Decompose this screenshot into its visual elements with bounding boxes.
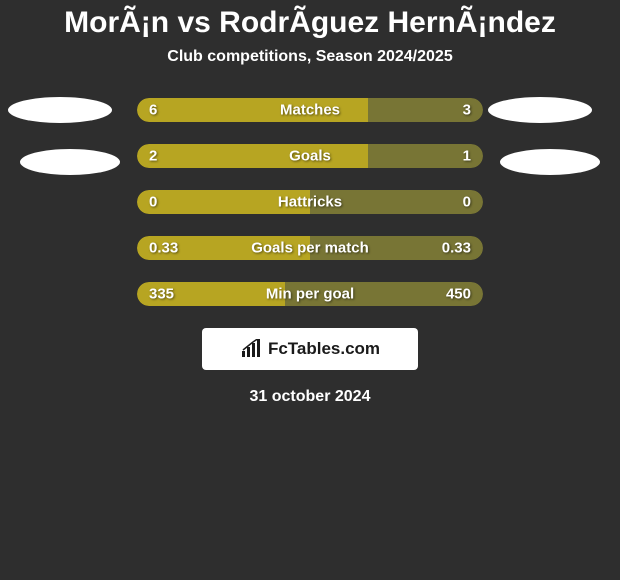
bar-label: Goals <box>289 148 331 165</box>
date-text: 31 october 2024 <box>0 388 620 406</box>
bar-label: Hattricks <box>278 194 342 211</box>
bar-right-value: 0 <box>463 194 471 211</box>
bar-row: 0.33 0.33 Goals per match <box>137 236 483 260</box>
bar-row: 2 1 Goals <box>137 144 483 168</box>
branding-text: FcTables.com <box>268 339 380 359</box>
bars-container: 6 3 Matches 2 1 Goals 0 0 Hattricks 0.33 0.33 Goals… <box>137 98 483 306</box>
branding-box: FcTables.com <box>202 328 418 370</box>
bar-right-value: 450 <box>446 286 471 303</box>
bar-row: 6 3 Matches <box>137 98 483 122</box>
bar-label: Min per goal <box>266 286 354 303</box>
bar-chart-icon <box>240 339 262 359</box>
bar-right-value: 1 <box>463 148 471 165</box>
bar-left-fill <box>137 144 368 168</box>
comparison-chart: 6 3 Matches 2 1 Goals 0 0 Hattricks 0.33 0.33 Goals… <box>0 98 620 306</box>
bar-row: 0 0 Hattricks <box>137 190 483 214</box>
bar-right-value: 0.33 <box>442 240 471 257</box>
bar-left-value: 2 <box>149 148 157 165</box>
bar-left-value: 335 <box>149 286 174 303</box>
decorative-ellipse <box>488 97 592 123</box>
bar-left-value: 6 <box>149 102 157 119</box>
decorative-ellipse <box>8 97 112 123</box>
bar-label: Matches <box>280 102 340 119</box>
bar-left-value: 0 <box>149 194 157 211</box>
bar-row: 335 450 Min per goal <box>137 282 483 306</box>
bar-right-value: 3 <box>463 102 471 119</box>
subtitle: Club competitions, Season 2024/2025 <box>0 48 620 66</box>
bar-left-value: 0.33 <box>149 240 178 257</box>
decorative-ellipse <box>500 149 600 175</box>
bar-label: Goals per match <box>251 240 369 257</box>
page-title: MorÃ¡n vs RodrÃ­guez HernÃ¡ndez <box>0 0 620 40</box>
decorative-ellipse <box>20 149 120 175</box>
